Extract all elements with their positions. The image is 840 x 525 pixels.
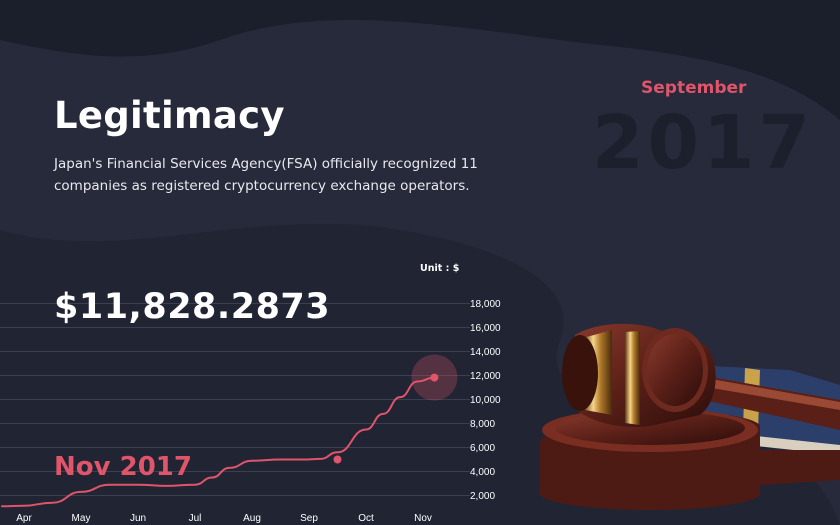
year-label: 2017 — [592, 100, 814, 186]
y-tick-label: 8,000 — [470, 419, 495, 430]
x-tick-label: Oct — [358, 513, 374, 524]
x-tick-label: Sep — [300, 513, 318, 524]
price-line — [1, 376, 435, 508]
description-text: Japan's Financial Services Agency(FSA) o… — [54, 156, 478, 194]
x-tick-label: Aug — [243, 513, 261, 524]
x-tick-label: Nov — [414, 513, 432, 524]
page-title: Legitimacy — [54, 94, 285, 137]
data-point-marker — [430, 373, 439, 382]
month-label: September — [641, 78, 747, 98]
y-axis-ticks: 2,000 4,000 6,000 8,000 10,000 12,000 14,000 16… — [470, 299, 501, 502]
date-label: Nov 2017 — [54, 452, 192, 482]
x-tick-label: Jun — [130, 513, 146, 524]
y-tick-label: 2,000 — [470, 491, 495, 502]
y-tick-label: 12,000 — [470, 371, 501, 382]
y-tick-label: 16,000 — [470, 323, 501, 334]
unit-label: Unit : $ — [420, 263, 460, 274]
x-axis-ticks: Apr May Jun Jul Aug Sep Oct Nov — [16, 513, 432, 524]
price-value: $11,828.2873 — [54, 287, 331, 327]
y-tick-label: 14,000 — [470, 347, 501, 358]
x-tick-label: May — [72, 513, 91, 524]
y-tick-label: 18,000 — [470, 299, 501, 310]
y-tick-label: 10,000 — [470, 395, 501, 406]
chart-series — [1, 354, 458, 508]
data-point-marker — [333, 455, 342, 464]
y-tick-label: 6,000 — [470, 443, 495, 454]
y-tick-label: 4,000 — [470, 467, 495, 478]
chart-gridlines — [0, 303, 470, 496]
x-tick-label: Apr — [16, 513, 32, 524]
x-tick-label: Jul — [189, 513, 202, 524]
